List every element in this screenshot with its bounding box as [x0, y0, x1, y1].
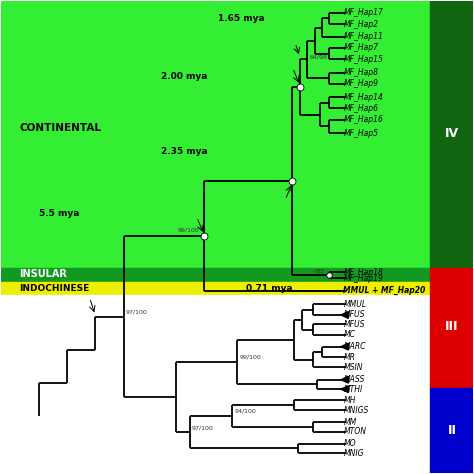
Text: MC: MC [343, 330, 356, 339]
Text: MFUS: MFUS [343, 320, 365, 329]
Text: MF_Hap17: MF_Hap17 [343, 8, 383, 17]
Text: 99/100: 99/100 [178, 228, 200, 233]
Bar [430, 268, 474, 388]
Text: MR: MR [343, 353, 355, 362]
Text: MF_Hap14: MF_Hap14 [343, 92, 383, 101]
Text: MF_Hap7: MF_Hap7 [343, 44, 378, 53]
Text: 97/100: 97/100 [126, 310, 148, 314]
Text: 99/100: 99/100 [239, 355, 261, 360]
Text: CONTINENTAL: CONTINENTAL [19, 123, 101, 133]
Bar [0, 282, 430, 295]
Text: MF_Hap19: MF_Hap19 [343, 273, 383, 283]
Text: MF_Hap5: MF_Hap5 [343, 128, 378, 137]
Text: MF_Hap6: MF_Hap6 [343, 104, 378, 113]
Text: MF_Hap2: MF_Hap2 [343, 20, 378, 29]
Polygon shape [341, 386, 348, 392]
Text: MNIG: MNIG [343, 449, 364, 458]
Bar [0, 0, 430, 268]
Text: MTHI: MTHI [343, 385, 363, 394]
Text: MF_Hap18: MF_Hap18 [343, 268, 383, 277]
Text: MF_Hap11: MF_Hap11 [343, 32, 383, 41]
Text: MO: MO [343, 439, 356, 448]
Text: MF_Hap9: MF_Hap9 [343, 79, 378, 88]
Text: INSULAR: INSULAR [19, 269, 67, 279]
Text: 97/100: 97/100 [192, 425, 214, 430]
Bar [0, 295, 430, 474]
Text: MMUL: MMUL [343, 300, 366, 309]
Text: MTON: MTON [343, 427, 366, 436]
Bar [430, 0, 474, 268]
Text: 94/100: 94/100 [235, 409, 256, 414]
Polygon shape [341, 343, 348, 350]
Text: III: III [445, 320, 459, 333]
Text: MF_Hap15: MF_Hap15 [343, 55, 383, 64]
Text: MF_Hap8: MF_Hap8 [343, 68, 378, 77]
Text: 2.35 mya: 2.35 mya [161, 147, 208, 156]
Bar [0, 268, 430, 282]
Text: IV: IV [445, 127, 459, 139]
Text: II: II [447, 424, 456, 438]
Text: 64/98: 64/98 [310, 55, 327, 60]
Text: MF_Hap16: MF_Hap16 [343, 115, 383, 124]
Text: MH: MH [343, 395, 356, 404]
Text: MNIGS: MNIGS [343, 406, 369, 415]
Text: MM: MM [343, 418, 356, 427]
Bar [430, 388, 474, 474]
Text: MARC: MARC [343, 342, 366, 351]
Text: 1.65 mya: 1.65 mya [218, 14, 264, 23]
Text: 0.71 mya: 0.71 mya [246, 283, 292, 292]
Text: INDOCHINESE: INDOCHINESE [19, 284, 90, 293]
Polygon shape [341, 311, 348, 319]
Text: 2.00 mya: 2.00 mya [161, 72, 208, 81]
Text: MFUS: MFUS [343, 310, 365, 319]
Text: -/85: -/85 [313, 268, 325, 273]
Text: 5.5 mya: 5.5 mya [38, 209, 79, 218]
Text: MSIN: MSIN [343, 363, 363, 372]
Text: MMUL + MF_Hap20: MMUL + MF_Hap20 [343, 286, 426, 295]
Polygon shape [341, 376, 348, 383]
Text: MASS: MASS [343, 375, 365, 384]
